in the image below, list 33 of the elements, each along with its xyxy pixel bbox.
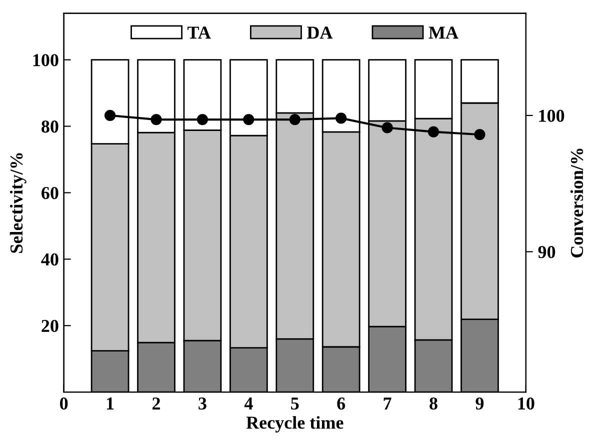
point [382,122,393,134]
y-tick-label: 40 [41,253,58,266]
point [428,126,440,138]
point [289,114,300,126]
legend-label: MA [428,26,458,39]
point [474,128,486,140]
x-tick-label: 6 [337,397,346,410]
point [243,114,254,126]
x-tick-label: 2 [152,397,160,410]
y-tick-label: 20 [42,320,58,332]
point [196,114,208,126]
x-tick-label: 8 [430,397,438,410]
x-tick-label: 7 [384,398,392,410]
x-tick-label: 3 [198,397,206,410]
y2-axis-title: Conversion/% [570,148,584,258]
point [104,110,116,122]
x-tick-label: 9 [476,397,484,410]
y-tick-label: 60 [42,186,58,200]
x-tick-label: 5 [291,398,299,410]
x-tick-label: 0 [60,397,68,410]
x-tick-label: 10 [518,397,534,410]
y-axis-title: Selectivity/% [10,153,26,253]
y2-tick-label: 100 [539,110,564,122]
point [336,112,347,124]
legend-label: TA [187,26,211,39]
x-tick-label: 4 [244,398,253,410]
legend-label: DA [306,26,333,39]
y-tick-label: 80 [42,120,58,133]
point [150,114,162,126]
x-axis-title: Recycle time [246,416,344,432]
x-tick-label: 1 [106,398,114,410]
y-tick-label: 100 [33,54,58,66]
y2-tick-label: 90 [538,246,556,258]
